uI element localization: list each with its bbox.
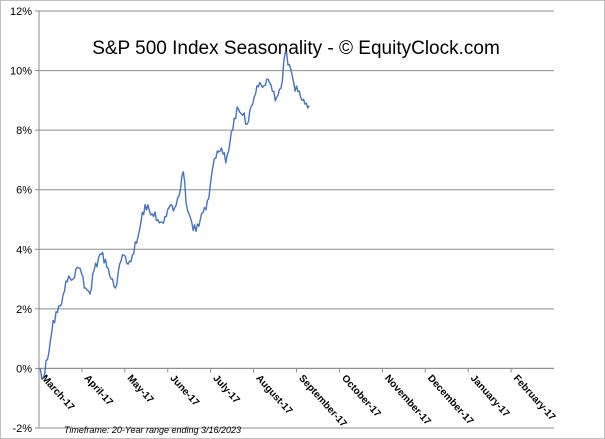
gridlines [39, 10, 554, 429]
x-tick-label: February-17 [511, 373, 558, 423]
x-tick-label: June-17 [168, 373, 202, 409]
chart-title: S&P 500 Index Seasonality - © EquityCloc… [92, 38, 500, 59]
y-tick-label: 4% [16, 244, 32, 256]
axes [35, 10, 554, 429]
y-tick-labels: -2% 0% 2% 4% 6% 8% 10% 12% [10, 6, 32, 435]
y-tick-label: 0% [16, 363, 32, 375]
x-tick-labels: March-17 April-17 May-17 June-17 July-17 Augu… [39, 373, 558, 430]
y-tick-label: 12% [10, 6, 32, 18]
y-tick-label: 6% [16, 185, 32, 197]
x-tick-label: January-17 [468, 373, 512, 420]
x-tick-label: October-17 [339, 373, 383, 420]
y-tick-label: 2% [16, 304, 32, 316]
x-tick-label: May-17 [125, 373, 156, 406]
y-tick-label: -2% [12, 423, 32, 435]
x-tick-label: March-17 [39, 373, 77, 413]
timeframe-footnote: Timeframe: 20-Year range ending 3/16/202… [64, 425, 241, 435]
x-tick-label: April-17 [82, 373, 115, 408]
y-tick-label: 10% [10, 66, 32, 78]
x-tick-label: August-17 [253, 373, 294, 417]
x-tick-label: July-17 [210, 373, 242, 406]
x-tick-label: November-17 [382, 373, 433, 428]
y-tick-label: 8% [16, 125, 32, 137]
seasonality-series-line [38, 52, 310, 380]
series-layer [38, 52, 310, 380]
